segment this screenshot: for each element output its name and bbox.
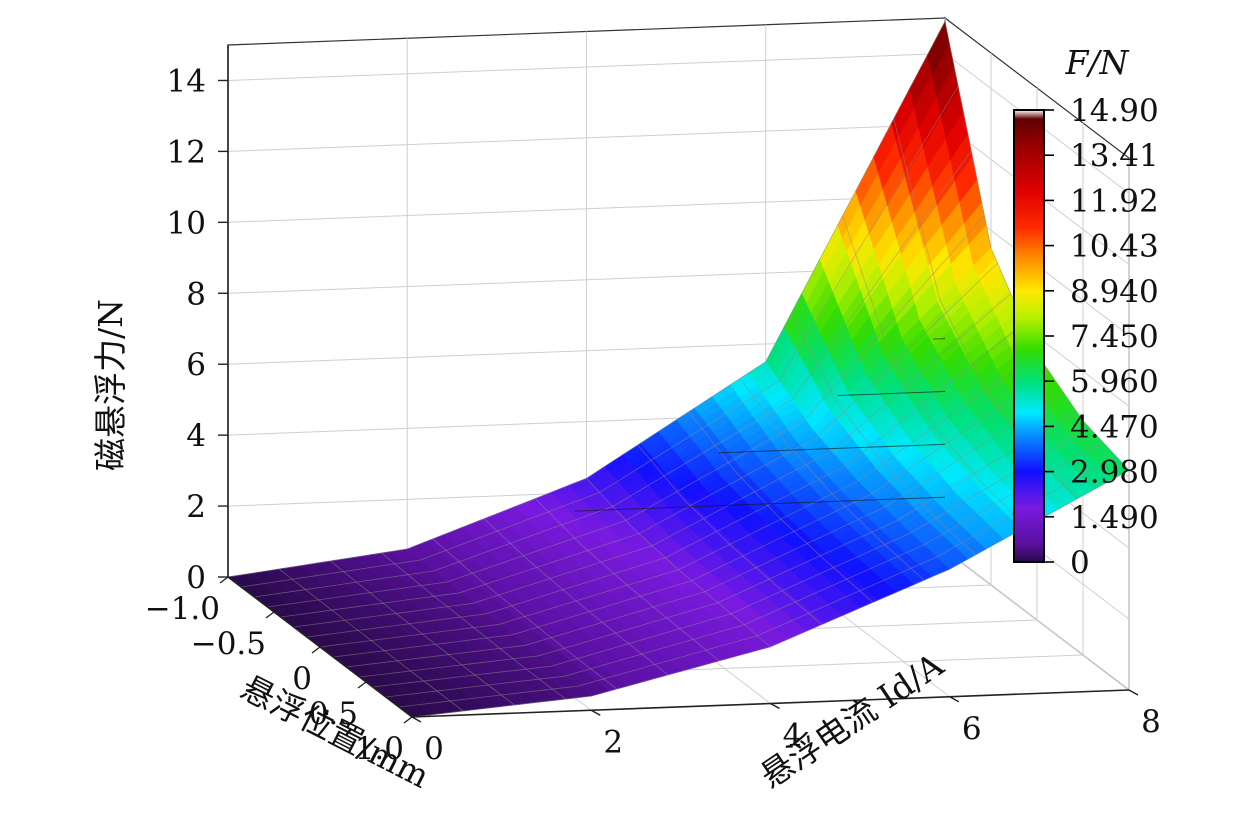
mesh-line — [688, 411, 874, 603]
x-tick-mark — [219, 576, 229, 584]
z-gridline — [227, 52, 1130, 194]
y-tick-label: 4 — [783, 718, 803, 754]
z-tick-label: 6 — [186, 347, 206, 383]
y-tick-label: 8 — [1141, 704, 1161, 740]
x-tick-label: 0 — [292, 661, 312, 697]
colorbar-tick-label: 7.450 — [1070, 319, 1159, 355]
contour-line — [933, 338, 946, 340]
x-tick-label: −0.5 — [191, 626, 266, 662]
x-tick-mark — [403, 716, 413, 724]
mesh-line — [359, 411, 1077, 678]
contour-line — [837, 391, 946, 396]
x-tick-label: 0.5 — [309, 696, 358, 732]
colorbar-tick-label: 0 — [1070, 545, 1090, 581]
z-axis-ticks: 0 2 4 6 8 10 12 14 — [167, 63, 228, 596]
x-tick-label: 1.0 — [355, 731, 404, 767]
colorbar: F/N 14.90 13.41 11.92 10.43 8.940 7.450 5.960 4… — [1013, 43, 1159, 581]
y-tick-label: 2 — [603, 724, 623, 760]
colorbar-tick-label: 8.940 — [1070, 274, 1159, 310]
colorbar-tick-label: 1.490 — [1070, 500, 1159, 536]
y-tick-label: 6 — [962, 711, 982, 747]
colorbar-ticks: 14.90 13.41 11.92 10.43 8.940 7.450 5.960 4.470… — [1044, 93, 1159, 581]
mesh-line — [372, 427, 1090, 688]
y-tick-mark — [949, 696, 960, 703]
mesh-line — [346, 391, 1064, 668]
colorbar-tick-label: 11.92 — [1070, 183, 1159, 219]
mesh-line — [398, 455, 1117, 708]
z-tick-label: 4 — [186, 418, 206, 454]
z-gridline — [227, 123, 1130, 265]
colorbar-tick-label: 4.470 — [1070, 409, 1159, 445]
colorbar-tick-label: 10.43 — [1070, 229, 1159, 265]
z-tick-label: 10 — [167, 205, 206, 241]
z-axis-title: 磁悬浮力/N — [91, 299, 130, 471]
colorbar-gradient — [1013, 109, 1045, 563]
y-axis-ticks: 0 2 4 6 8 — [411, 689, 1161, 767]
y-tick-mark — [411, 716, 422, 723]
y-tick-label: 0 — [424, 731, 444, 767]
z-tick-label: 2 — [186, 489, 206, 525]
y-tick-mark — [770, 702, 780, 710]
x-tick-label: −1.0 — [145, 591, 220, 627]
x-axis-ticks: −1.0−0.5 00.51.0 — [145, 576, 413, 767]
mesh-line — [385, 441, 1103, 698]
mesh-line — [791, 312, 976, 556]
mesh-line — [411, 469, 1130, 718]
y-tick-mark — [1128, 689, 1139, 696]
x-tick-mark — [357, 681, 367, 689]
z-tick-label: 14 — [167, 63, 206, 99]
z-tick-label: 8 — [186, 276, 206, 312]
colorbar-title: F/N — [1065, 43, 1130, 82]
x-tick-mark — [311, 646, 321, 654]
surface-plot — [227, 20, 1130, 718]
colorbar-tick-label: 2.980 — [1070, 455, 1159, 491]
mesh-line — [637, 444, 822, 625]
mesh-line — [739, 378, 925, 581]
colorbar-tick-label: 14.90 — [1070, 93, 1159, 129]
colorbar-tick-label: 13.41 — [1070, 138, 1159, 174]
z-tick-label: 0 — [186, 560, 206, 596]
contour-line — [574, 496, 946, 512]
mesh-line — [586, 478, 771, 648]
mesh-line — [893, 118, 1079, 499]
z-tick-label: 12 — [167, 134, 206, 170]
x-tick-mark — [265, 611, 275, 619]
contour-line — [717, 443, 946, 454]
y-tick-mark — [590, 709, 601, 716]
mesh-line — [842, 215, 1027, 527]
colorbar-tick-label: 5.960 — [1070, 364, 1159, 400]
mesh-line — [333, 372, 1051, 658]
